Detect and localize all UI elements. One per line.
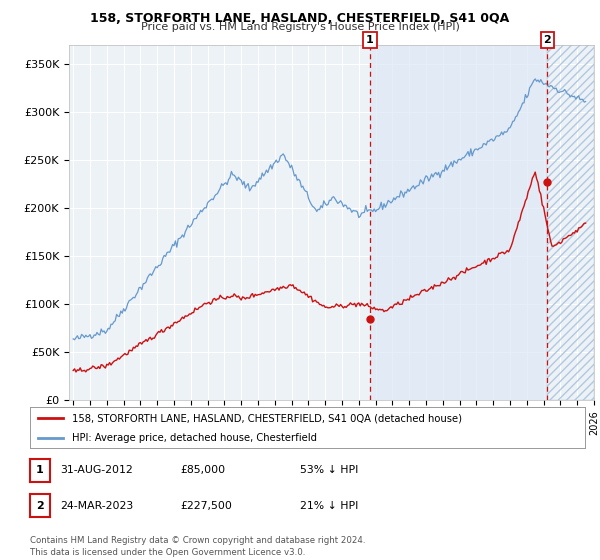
Text: 1: 1 [366, 35, 374, 45]
Text: 158, STORFORTH LANE, HASLAND, CHESTERFIELD, S41 0QA (detached house): 158, STORFORTH LANE, HASLAND, CHESTERFIE… [71, 413, 461, 423]
Text: 21% ↓ HPI: 21% ↓ HPI [300, 501, 358, 511]
Bar [547, 45, 594, 400]
Bar [370, 45, 547, 400]
Text: Price paid vs. HM Land Registry's House Price Index (HPI): Price paid vs. HM Land Registry's House … [140, 22, 460, 32]
Text: 1: 1 [36, 465, 44, 475]
Text: £85,000: £85,000 [180, 465, 225, 475]
Text: 53% ↓ HPI: 53% ↓ HPI [300, 465, 358, 475]
Text: HPI: Average price, detached house, Chesterfield: HPI: Average price, detached house, Ches… [71, 433, 317, 443]
Text: 158, STORFORTH LANE, HASLAND, CHESTERFIELD, S41 0QA: 158, STORFORTH LANE, HASLAND, CHESTERFIE… [91, 12, 509, 25]
Text: 2: 2 [36, 501, 44, 511]
Text: £227,500: £227,500 [180, 501, 232, 511]
Text: 2: 2 [544, 35, 551, 45]
Text: 31-AUG-2012: 31-AUG-2012 [60, 465, 133, 475]
Text: Contains HM Land Registry data © Crown copyright and database right 2024.
This d: Contains HM Land Registry data © Crown c… [30, 536, 365, 557]
Text: 24-MAR-2023: 24-MAR-2023 [60, 501, 133, 511]
